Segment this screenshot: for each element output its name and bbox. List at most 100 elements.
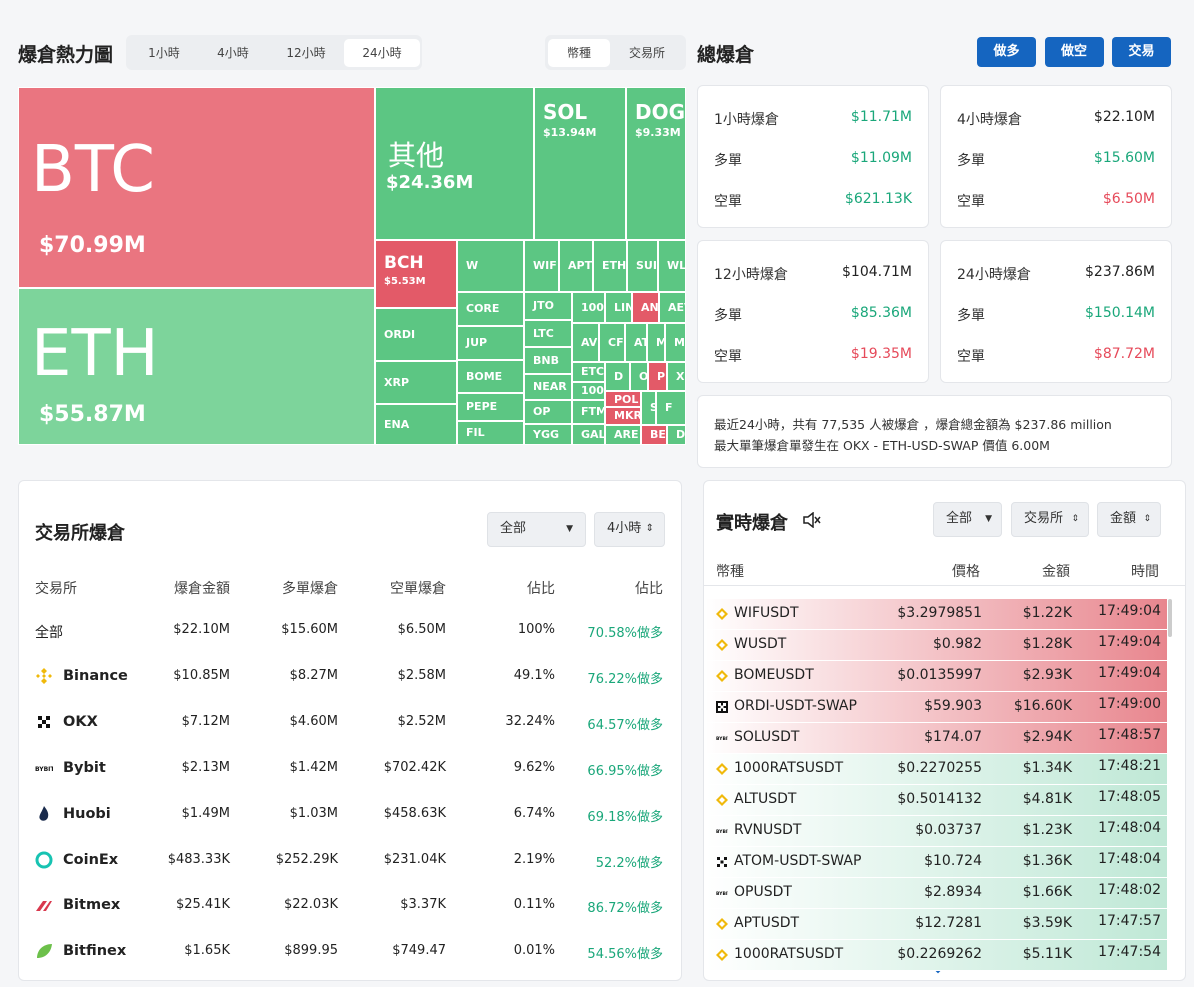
exchange-icon	[716, 949, 728, 961]
liquidation-row[interactable]: 1000RATSUSDT $0.2269262 $5.11K 17:47:54	[706, 940, 1167, 971]
heatmap-tile[interactable]: FIL	[457, 421, 524, 445]
heatmap-tile[interactable]: BTC $70.99M	[18, 87, 375, 288]
table-cell: $10.85M	[173, 667, 230, 683]
heatmap-tile[interactable]: X	[667, 362, 686, 391]
period-tab[interactable]: 24小時	[344, 39, 420, 67]
heatmap-tile[interactable]: ORDI	[375, 308, 457, 361]
heatmap-tile[interactable]: 100	[572, 292, 605, 323]
heatmap-tile[interactable]: BE	[641, 425, 667, 445]
heatmap-tile[interactable]: ANT	[632, 292, 659, 323]
exchange-icon	[716, 670, 728, 682]
liquidation-row[interactable]: BYBIT OPUSDT $2.8934 $1.66K 17:48:02	[706, 878, 1167, 909]
filter-select[interactable]: 金額 ⇕	[1097, 502, 1161, 537]
heatmap-tile[interactable]: WL	[658, 240, 686, 292]
heatmap-tile[interactable]: O	[630, 362, 648, 391]
heatmap-tile[interactable]: OP	[524, 400, 572, 424]
heatmap-tile[interactable]: LIN	[605, 292, 632, 323]
stat-value: $237.86M	[1085, 264, 1155, 280]
filter-select[interactable]: 全部 ▼	[933, 502, 1002, 537]
liquidation-row[interactable]: BYBIT RVNUSDT $0.03737 $1.23K 17:48:04	[706, 816, 1167, 847]
heatmap-tile[interactable]: M	[665, 323, 686, 362]
stat-label: 多單	[957, 153, 985, 169]
heatmap-tile[interactable]: LTC	[524, 320, 572, 347]
heatmap-tile[interactable]: CF	[599, 323, 625, 362]
period-tab[interactable]: 12小時	[286, 46, 326, 60]
heatmap-tile[interactable]: WIF	[524, 240, 559, 292]
liquidation-row[interactable]: WIFUSDT $3.2979851 $1.22K 17:49:04	[706, 599, 1167, 630]
filter-select[interactable]: 交易所 ⇕	[1011, 502, 1089, 537]
row-cell: $16.60K	[1013, 698, 1072, 714]
mute-icon[interactable]	[802, 512, 822, 528]
heatmap-tile[interactable]: P	[648, 362, 667, 391]
exchange-icon: BYBIT	[716, 736, 728, 742]
heatmap-tile[interactable]: BNB	[524, 347, 572, 374]
group-tab[interactable]: 交易所	[628, 46, 665, 60]
period-tab[interactable]: 4小時	[217, 46, 249, 60]
heatmap-tile[interactable]: 1000	[572, 382, 605, 400]
heatmap-tile[interactable]: YGG	[524, 424, 572, 445]
action-button[interactable]: 做多	[977, 37, 1036, 67]
heatmap-tile[interactable]: ETH $55.87M	[18, 288, 375, 445]
liquidation-row[interactable]: WUSDT $0.982 $1.28K 17:49:04	[706, 630, 1167, 661]
table-cell: $702.42K	[383, 759, 446, 775]
table-cell: 2.19%	[513, 851, 555, 867]
heatmap-tile[interactable]: ARE	[605, 425, 641, 445]
tile-value: $55.87M	[39, 402, 146, 428]
total-title: 總爆倉	[697, 44, 755, 66]
period-tab[interactable]: 1小時	[148, 46, 180, 60]
heatmap-tile[interactable]: F	[656, 391, 686, 425]
liquidation-row[interactable]: ORDI-USDT-SWAP $59.903 $16.60K 17:49:00	[706, 692, 1167, 723]
heatmap-tile[interactable]: W	[457, 240, 524, 292]
heatmap-tile[interactable]: FTM	[572, 400, 605, 424]
scrollbar[interactable]	[1168, 599, 1172, 637]
exchange-icon	[716, 608, 728, 620]
heatmap-tile[interactable]: MKR	[605, 407, 641, 425]
heatmap-tile[interactable]: NEAR	[524, 374, 572, 400]
liquidation-row[interactable]: ALTUSDT $0.5014132 $4.81K 17:48:05	[706, 785, 1167, 816]
heatmap-tile[interactable]: BCH $5.53M	[375, 240, 457, 308]
heatmap-tile[interactable]: AEV	[659, 292, 686, 323]
heatmap-tile[interactable]: SUI	[627, 240, 658, 292]
filter-select[interactable]: 全部 ▼	[487, 512, 586, 547]
heatmap-tile[interactable]: XRP	[375, 361, 457, 404]
heatmap-title: 爆倉熱力圖	[18, 44, 114, 66]
heatmap-tile[interactable]: CORE	[457, 292, 524, 326]
heatmap-tile[interactable]: ETH	[593, 240, 627, 292]
heatmap-tile[interactable]: M	[647, 323, 665, 362]
heatmap-tile[interactable]: GAL	[572, 424, 605, 445]
row-cell: 17:47:57	[1098, 913, 1161, 929]
heatmap-tile[interactable]: D	[605, 362, 630, 391]
heatmap-tile[interactable]: SOL $13.94M	[534, 87, 626, 240]
liquidation-row[interactable]: BYBIT SOLUSDT $174.07 $2.94K 17:48:57	[706, 723, 1167, 754]
action-button[interactable]: 交易	[1112, 37, 1171, 67]
liquidation-row[interactable]: APTUSDT $12.7281 $3.59K 17:47:57	[706, 909, 1167, 940]
heatmap-tile[interactable]: S	[641, 391, 656, 425]
liquidation-row[interactable]: 1000RATSUSDT $0.2270255 $1.34K 17:48:21	[706, 754, 1167, 785]
tile-label: WIF	[533, 259, 557, 272]
liquidation-row[interactable]: BOMEUSDT $0.0135997 $2.93K 17:49:04	[706, 661, 1167, 692]
table-cell: 32.24%	[505, 713, 555, 729]
heatmap-tile[interactable]: DOGE $9.33M	[626, 87, 686, 240]
heatmap-tile[interactable]: AT	[625, 323, 647, 362]
heatmap-tile[interactable]: JUP	[457, 326, 524, 360]
tile-label: DO	[676, 428, 686, 441]
heatmap-tile[interactable]: BOME	[457, 360, 524, 393]
liquidation-row[interactable]: ATOM-USDT-SWAP $10.724 $1.36K 17:48:04	[706, 847, 1167, 878]
heatmap-tile[interactable]: ENA	[375, 404, 457, 445]
heatmap-tile[interactable]: POL	[605, 391, 641, 407]
heatmap-tile[interactable]: JTO	[524, 292, 572, 320]
select-arrow: ▼	[985, 514, 992, 524]
period-select[interactable]: 4小時 ⇕	[594, 512, 665, 547]
row-cell: 17:48:05	[1098, 789, 1161, 805]
heatmap-tile[interactable]: 其他 $24.36M	[375, 87, 534, 240]
heatmap-tile[interactable]: DO	[667, 425, 686, 445]
stat-label: 空單	[957, 194, 985, 210]
action-button[interactable]: 做空	[1044, 37, 1104, 67]
table-cell: Binance	[63, 667, 128, 684]
heatmap-tile[interactable]: AV	[572, 323, 599, 362]
group-tab[interactable]: 幣種	[548, 39, 610, 67]
heatmap-tile[interactable]: APT	[559, 240, 593, 292]
table-cell: 0.01%	[513, 943, 555, 959]
heatmap-tile[interactable]: ETC	[572, 362, 605, 382]
heatmap-tile[interactable]: PEPE	[457, 393, 524, 421]
